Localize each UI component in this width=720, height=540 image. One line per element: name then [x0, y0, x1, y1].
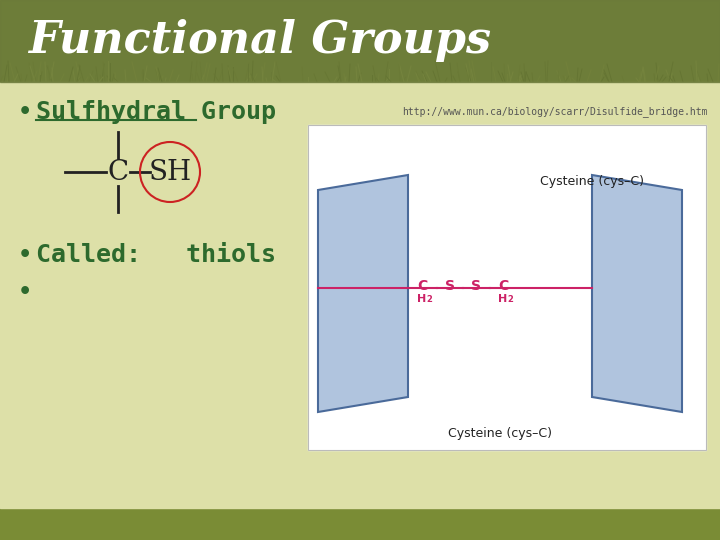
Bar [0, 0, 720, 82]
Text: Cysteine (cys–C): Cysteine (cys–C) [540, 176, 644, 188]
Polygon shape [592, 175, 682, 412]
Text: •: • [18, 282, 32, 302]
Text: C: C [498, 279, 508, 293]
Text: •: • [18, 102, 32, 122]
Text: Cysteine (cys–C): Cysteine (cys–C) [448, 427, 552, 440]
Text: S: S [471, 279, 481, 293]
Text: •: • [18, 245, 32, 265]
Text: C: C [417, 279, 427, 293]
Bar [308, 125, 706, 450]
Text: 2: 2 [426, 294, 432, 303]
Bar [308, 125, 706, 450]
Bar [0, 0, 720, 82]
Polygon shape [318, 175, 408, 412]
Bar [0, 508, 720, 540]
Text: S: S [445, 279, 455, 293]
Text: Functional Groups: Functional Groups [28, 19, 491, 63]
Text: H: H [498, 294, 508, 304]
Text: C: C [107, 159, 129, 186]
Bar [0, 82, 720, 508]
Text: SH: SH [148, 159, 192, 186]
Text: H: H [418, 294, 427, 304]
Text: 2: 2 [507, 294, 513, 303]
Text: Sulfhydral Group: Sulfhydral Group [36, 100, 276, 124]
Text: Called:   thiols: Called: thiols [36, 243, 276, 267]
Text: http://www.mun.ca/biology/scarr/Disulfide_bridge.htm: http://www.mun.ca/biology/scarr/Disulfid… [402, 106, 708, 118]
